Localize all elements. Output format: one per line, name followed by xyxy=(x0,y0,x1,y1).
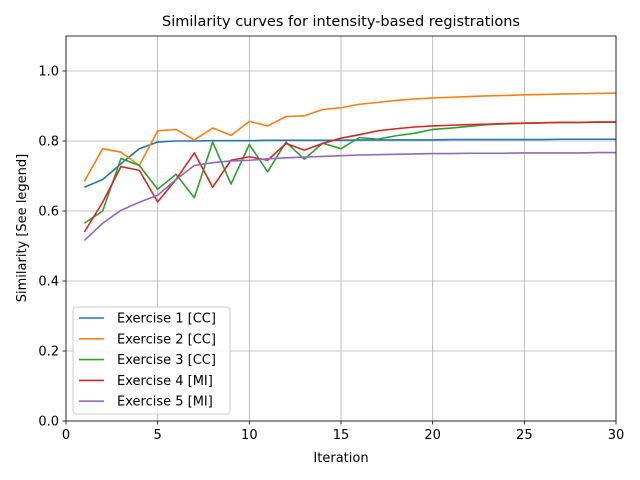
x-axis-label: Iteration xyxy=(313,451,368,466)
series-line-4 xyxy=(83,121,616,233)
x-axis-ticks: 0 5 10 15 20 25 30 xyxy=(62,421,624,443)
x-tick-label: 25 xyxy=(516,428,533,443)
x-tick-label: 0 xyxy=(62,428,70,443)
y-tick-label: 0.2 xyxy=(38,345,59,360)
legend-label-5: Exercise 5 [MI] xyxy=(117,395,213,410)
series-lines xyxy=(83,92,617,241)
series-line-2 xyxy=(83,92,617,182)
legend-label-1: Exercise 1 [CC] xyxy=(117,312,216,327)
x-tick-label: 30 xyxy=(608,428,625,443)
legend: Exercise 1 [CC] Exercise 2 [CC] Exercise 3… xyxy=(72,306,231,415)
legend-label-2: Exercise 2 [CC] xyxy=(117,332,216,347)
y-tick-label: 1.0 xyxy=(38,65,59,80)
chart-title: Similarity curves for intensity-based re… xyxy=(162,14,520,30)
y-tick-label: 0.0 xyxy=(38,415,59,430)
legend-label-4: Exercise 4 [MI] xyxy=(117,374,213,389)
x-tick-label: 20 xyxy=(424,428,441,443)
legend-entries: Exercise 1 [CC] Exercise 2 [CC] Exercise 3… xyxy=(79,312,216,410)
legend-box xyxy=(72,306,231,415)
y-axis-ticks: 0.0 0.2 0.4 0.6 0.8 1.0 xyxy=(38,65,66,430)
x-tick-label: 15 xyxy=(333,428,350,443)
x-tick-label: 5 xyxy=(154,428,162,443)
y-tick-label: 0.8 xyxy=(38,135,59,150)
series-line-1 xyxy=(84,138,616,188)
legend-label-3: Exercise 3 [CC] xyxy=(117,353,216,368)
series-line-5 xyxy=(83,151,616,241)
x-tick-label: 10 xyxy=(241,428,258,443)
y-tick-label: 0.4 xyxy=(38,275,59,290)
y-tick-label: 0.6 xyxy=(38,205,59,220)
y-axis-label: Similarity [See legend] xyxy=(15,154,30,302)
